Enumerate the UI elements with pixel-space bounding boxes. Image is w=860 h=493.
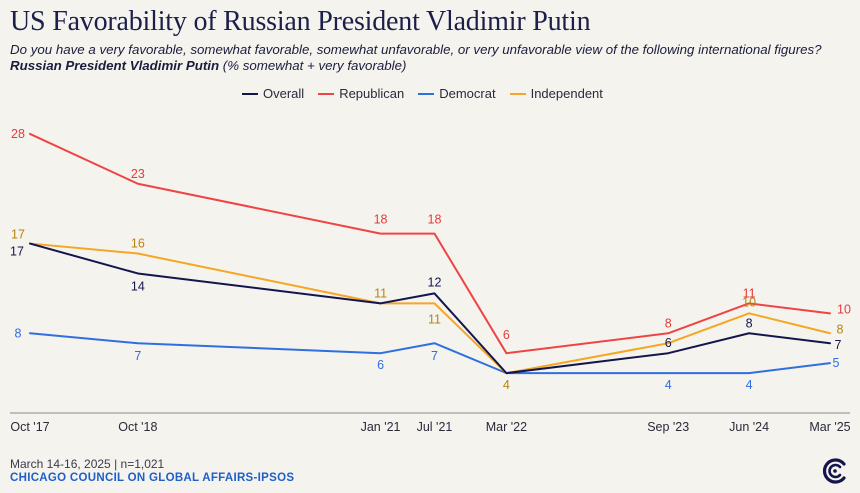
legend-label: Democrat xyxy=(439,86,496,101)
legend-item-independent: Independent xyxy=(509,86,603,101)
data-label-overall: 7 xyxy=(835,338,842,352)
legend-label: Overall xyxy=(263,86,305,101)
series-line-republican xyxy=(29,132,831,355)
data-label-republican: 8 xyxy=(665,316,672,330)
chart-subtitle: Do you have a very favorable, somewhat f… xyxy=(10,42,850,74)
x-tick-label: Mar '25 xyxy=(809,420,850,434)
data-label-republican: 6 xyxy=(503,328,510,342)
series-line-democrat xyxy=(29,332,831,375)
data-label-independent: 17 xyxy=(11,228,25,242)
data-label-republican: 10 xyxy=(837,302,851,316)
legend-swatch xyxy=(509,92,526,95)
x-tick-label: Oct '17 xyxy=(10,420,49,434)
data-label-independent: 16 xyxy=(131,237,145,251)
data-label-independent: 11 xyxy=(374,286,387,300)
subtitle-question: Do you have a very favorable, somewhat f… xyxy=(10,42,822,57)
data-label-republican: 11 xyxy=(743,286,756,300)
data-label-overall: 8 xyxy=(746,316,753,330)
data-label-independent: 4 xyxy=(503,378,510,392)
data-label-democrat: 6 xyxy=(377,358,384,372)
survey-note: March 14-16, 2025 | n=1,021 xyxy=(10,457,165,471)
legend-label: Republican xyxy=(339,86,405,101)
data-label-overall: 12 xyxy=(428,275,442,289)
x-tick-label: Sep '23 xyxy=(647,420,689,434)
subtitle-measure: (% somewhat + very favorable) xyxy=(219,58,407,73)
data-label-democrat: 8 xyxy=(15,326,22,340)
chart-legend: Overall Republican Democrat Independent xyxy=(242,86,603,101)
x-tick-label: Jan '21 xyxy=(361,420,401,434)
legend-item-overall: Overall xyxy=(242,86,304,101)
data-label-independent: 8 xyxy=(837,322,844,336)
data-label-independent: 10 xyxy=(742,295,756,309)
chart-title: US Favorability of Russian President Vla… xyxy=(10,6,591,37)
legend-label: Independent xyxy=(530,86,603,101)
legend-item-republican: Republican xyxy=(318,86,404,101)
data-label-democrat: 4 xyxy=(746,378,753,392)
data-label-democrat: 5 xyxy=(833,356,840,370)
series-line-overall xyxy=(29,242,831,375)
chicago-council-logo-icon xyxy=(822,458,846,484)
subtitle-figure: Russian President Vladimir Putin xyxy=(10,58,220,73)
source-credit: CHICAGO COUNCIL ON GLOBAL AFFAIRS-IPSOS xyxy=(10,472,295,484)
x-tick-label: Jul '21 xyxy=(417,420,453,434)
data-label-republican: 18 xyxy=(374,213,388,227)
data-label-overall: 6 xyxy=(665,336,672,350)
series-line-independent xyxy=(29,242,831,375)
data-label-democrat: 4 xyxy=(665,378,672,392)
x-tick-label: Mar '22 xyxy=(486,420,527,434)
data-label-democrat: 7 xyxy=(134,349,141,363)
legend-swatch xyxy=(318,92,335,95)
x-tick-label: Jun '24 xyxy=(729,420,769,434)
data-label-overall: 14 xyxy=(131,279,145,293)
data-label-republican: 28 xyxy=(11,127,25,141)
data-label-overall: 17 xyxy=(10,245,24,259)
data-label-independent: 11 xyxy=(428,312,441,326)
data-label-republican: 18 xyxy=(428,213,442,227)
data-label-republican: 23 xyxy=(131,167,145,181)
x-tick-label: Oct '18 xyxy=(118,420,157,434)
legend-swatch xyxy=(418,92,435,95)
legend-swatch xyxy=(242,92,258,95)
data-label-democrat: 7 xyxy=(431,349,438,363)
legend-item-democrat: Democrat xyxy=(418,86,496,101)
